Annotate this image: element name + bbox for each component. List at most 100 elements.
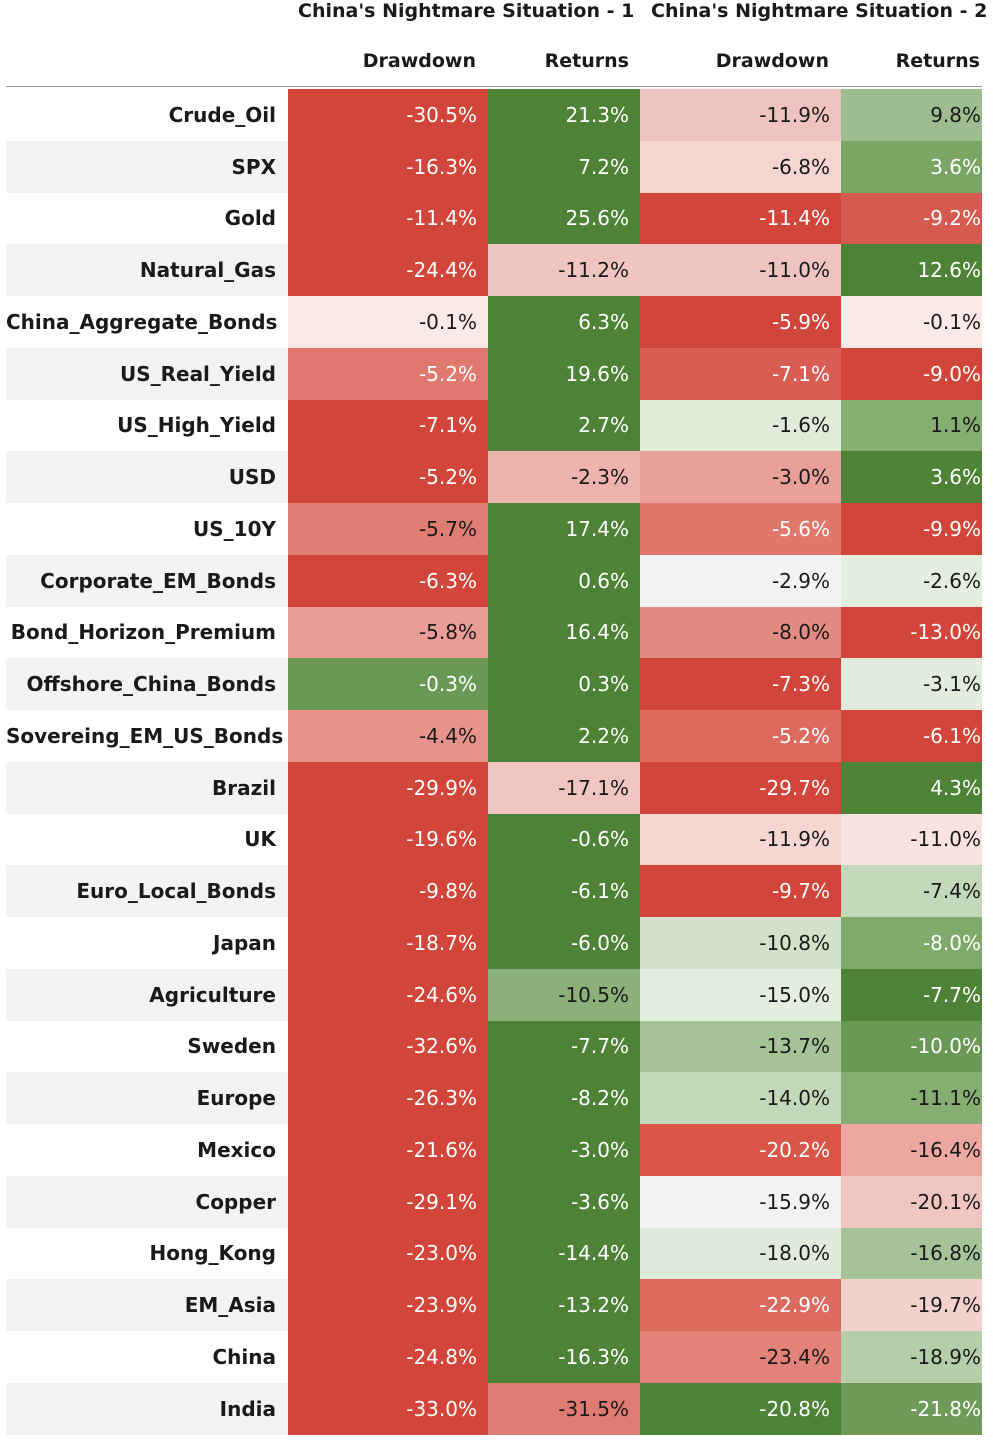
row-label: Natural_Gas: [139, 258, 276, 282]
row-label: Brazil: [212, 776, 276, 800]
cell-returns-1: -7.7%: [488, 1021, 640, 1072]
cell-returns-2: -2.6%: [841, 555, 982, 607]
cell-returns-2: -9.0%: [841, 348, 982, 400]
cell-returns-1: 0.6%: [488, 555, 640, 607]
cell-returns-2: 9.8%: [841, 89, 982, 141]
cell-drawdown-2: -3.0%: [640, 451, 841, 503]
row-label-background: [6, 1228, 288, 1279]
cell-drawdown-2: -18.0%: [640, 1228, 841, 1279]
cell-drawdown-2: -2.9%: [640, 555, 841, 607]
row-label: Europe: [196, 1086, 276, 1110]
cell-drawdown-1: -23.0%: [288, 1228, 488, 1279]
row-label-background: [6, 658, 288, 710]
cell-returns-1: -2.3%: [488, 451, 640, 503]
row-label-background: [6, 762, 288, 814]
row-label-background: [6, 89, 288, 141]
cell-returns-2: -19.7%: [841, 1279, 982, 1331]
cell-drawdown-1: -6.3%: [288, 555, 488, 607]
column-header-returns-2: Returns: [895, 50, 980, 72]
cell-returns-2: -21.8%: [841, 1383, 982, 1435]
cell-drawdown-1: -7.1%: [288, 400, 488, 451]
cell-drawdown-2: -15.0%: [640, 969, 841, 1021]
cell-returns-1: -6.0%: [488, 917, 640, 969]
row-label: Euro_Local_Bonds: [76, 879, 276, 903]
cell-drawdown-2: -13.7%: [640, 1021, 841, 1072]
row-label-background: [6, 1176, 288, 1228]
cell-drawdown-1: -30.5%: [288, 89, 488, 141]
cell-drawdown-2: -29.7%: [640, 762, 841, 814]
cell-returns-2: 1.1%: [841, 400, 982, 451]
cell-drawdown-1: -24.6%: [288, 969, 488, 1021]
cell-drawdown-1: -23.9%: [288, 1279, 488, 1331]
row-label-background: [6, 503, 288, 555]
cell-drawdown-1: -9.8%: [288, 865, 488, 917]
row-label: Offshore_China_Bonds: [26, 672, 276, 696]
cell-drawdown-2: -11.4%: [640, 193, 841, 244]
cell-drawdown-1: -4.4%: [288, 710, 488, 762]
cell-drawdown-1: -29.1%: [288, 1176, 488, 1228]
cell-drawdown-2: -15.9%: [640, 1176, 841, 1228]
cell-drawdown-1: -18.7%: [288, 917, 488, 969]
row-label-background: [6, 451, 288, 503]
cell-returns-2: -3.1%: [841, 658, 982, 710]
row-label: Sovereing_EM_US_Bonds: [6, 724, 284, 748]
cell-drawdown-2: -22.9%: [640, 1279, 841, 1331]
column-header-drawdown-1: Drawdown: [362, 50, 476, 72]
cell-returns-2: -16.4%: [841, 1124, 982, 1176]
cell-drawdown-1: -5.7%: [288, 503, 488, 555]
row-label-background: [6, 710, 288, 762]
row-label-background: [6, 814, 288, 865]
cell-returns-1: -10.5%: [488, 969, 640, 1021]
group-title-1: China's Nightmare Situation - 1: [298, 0, 635, 22]
cell-returns-2: -11.0%: [841, 814, 982, 865]
row-label: USD: [228, 465, 276, 489]
cell-drawdown-2: -20.2%: [640, 1124, 841, 1176]
cell-returns-2: -10.0%: [841, 1021, 982, 1072]
cell-drawdown-1: -26.3%: [288, 1072, 488, 1124]
row-label-background: [6, 1021, 288, 1072]
cell-drawdown-1: -0.3%: [288, 658, 488, 710]
row-label: UK: [244, 827, 276, 851]
row-label: Bond_Horizon_Premium: [10, 620, 276, 644]
group-title-2: China's Nightmare Situation - 2: [651, 0, 988, 22]
cell-returns-1: 17.4%: [488, 503, 640, 555]
cell-returns-2: -9.2%: [841, 193, 982, 244]
row-label: Japan: [213, 931, 276, 955]
row-label-background: [6, 244, 288, 296]
cell-returns-2: -7.4%: [841, 865, 982, 917]
cell-drawdown-2: -10.8%: [640, 917, 841, 969]
row-label-background: [6, 1331, 288, 1383]
cell-drawdown-2: -5.9%: [640, 296, 841, 348]
cell-drawdown-1: -19.6%: [288, 814, 488, 865]
cell-returns-2: -13.0%: [841, 607, 982, 658]
row-label-background: [6, 141, 288, 193]
row-label: Corporate_EM_Bonds: [40, 569, 276, 593]
cell-returns-2: -6.1%: [841, 710, 982, 762]
cell-returns-1: -31.5%: [488, 1383, 640, 1435]
row-label: Gold: [224, 206, 276, 230]
row-label-background: [6, 400, 288, 451]
cell-returns-1: 0.3%: [488, 658, 640, 710]
cell-drawdown-1: -21.6%: [288, 1124, 488, 1176]
row-label-background: [6, 193, 288, 244]
cell-returns-1: -3.0%: [488, 1124, 640, 1176]
cell-returns-2: 3.6%: [841, 451, 982, 503]
column-header-returns-1: Returns: [544, 50, 629, 72]
cell-returns-1: -3.6%: [488, 1176, 640, 1228]
cell-returns-1: 7.2%: [488, 141, 640, 193]
cell-returns-1: -0.6%: [488, 814, 640, 865]
row-label: US_High_Yield: [117, 413, 276, 437]
cell-drawdown-1: -5.2%: [288, 451, 488, 503]
row-label: US_Real_Yield: [119, 362, 276, 386]
cell-drawdown-1: -24.4%: [288, 244, 488, 296]
row-label: Mexico: [197, 1138, 276, 1162]
cell-returns-2: -7.7%: [841, 969, 982, 1021]
row-label-background: [6, 607, 288, 658]
cell-drawdown-1: -33.0%: [288, 1383, 488, 1435]
row-label-background: [6, 1279, 288, 1331]
row-label-background: [6, 555, 288, 607]
cell-returns-1: 2.2%: [488, 710, 640, 762]
cell-returns-1: 2.7%: [488, 400, 640, 451]
header-divider: [6, 86, 982, 87]
